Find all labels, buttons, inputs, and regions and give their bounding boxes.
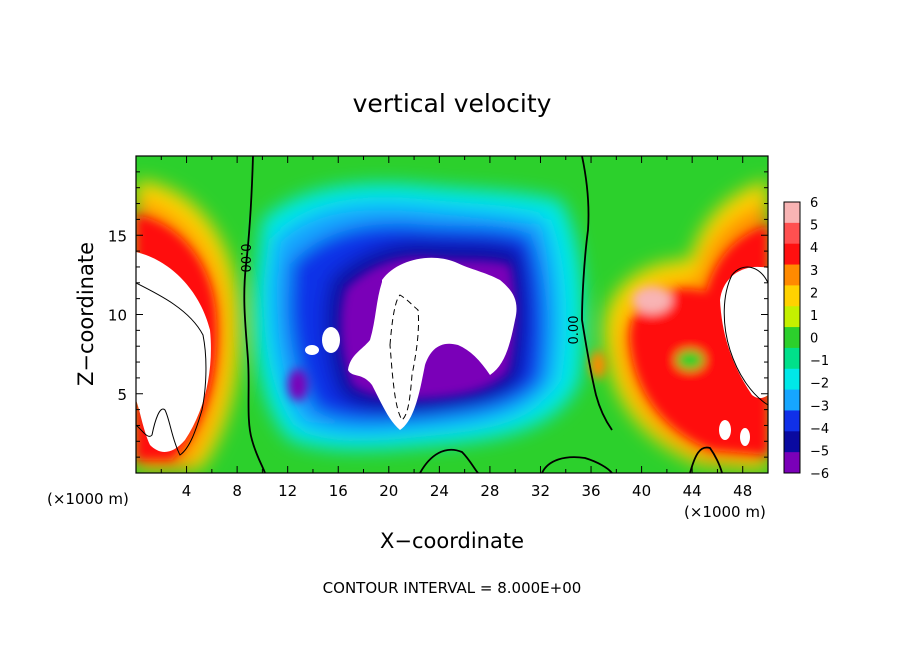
colorbar-swatch (784, 431, 800, 453)
x-tick-label: 12 (278, 482, 297, 500)
x-tick-label: 16 (329, 482, 348, 500)
colorbar-label: 2 (810, 286, 818, 301)
colorbar-label: 3 (810, 264, 818, 279)
colorbar-swatch (784, 410, 800, 432)
colorbar-swatch (784, 389, 800, 411)
colorbar-frame (783, 201, 801, 474)
x-tick-label: 36 (581, 482, 600, 500)
y-tick-label: 15 (108, 227, 127, 245)
thin-contours (136, 266, 768, 456)
colorbar-swatch (784, 306, 800, 328)
colorbar-label: −5 (810, 444, 829, 459)
x-unit-right: (×1000 m) (684, 503, 766, 521)
colorbar-label: −3 (810, 399, 829, 414)
colorbar-swatch (784, 264, 800, 286)
x-axis: 4 8 12 16 20 24 28 32 36 40 44 48 (160, 156, 752, 500)
colorbar-swatch (784, 368, 800, 391)
colorbar-label: 6 (810, 196, 818, 211)
x-tick-label: 40 (632, 482, 651, 500)
left-updraft-core (136, 252, 211, 452)
x-tick-label: 20 (379, 482, 398, 500)
colorbar-swatch (784, 285, 800, 307)
right-updraft-core (720, 266, 768, 399)
colorbar-label: −6 (810, 467, 829, 482)
colorbar-swatch (784, 347, 800, 370)
x-axis-label: X−coordinate (380, 529, 524, 553)
contour-interval-note: CONTOUR INTERVAL = 8.000E+00 (323, 579, 582, 597)
chart-title: vertical velocity (353, 89, 552, 118)
y-tick-label: 10 (108, 307, 127, 325)
colorbar-label: 4 (810, 241, 818, 256)
colorbar-label: 1 (810, 309, 818, 324)
x-unit-left: (×1000 m) (47, 490, 129, 508)
colorbar-label: 5 (810, 219, 818, 234)
colorbar-swatch (784, 202, 800, 224)
heatmap-field: 0.00 0.00 (136, 156, 768, 473)
x-tick-label: 32 (531, 482, 550, 500)
x-tick-label: 28 (480, 482, 499, 500)
y-axis: 5 10 15 (108, 171, 768, 458)
colorbar-swatch (784, 222, 800, 245)
colorbar-label: −2 (810, 377, 829, 392)
contour-label-left: 0.00 (237, 244, 252, 273)
colorbar-swatch (784, 327, 800, 349)
zero-contours (243, 156, 723, 473)
x-tick-label: 4 (182, 482, 192, 500)
x-tick-label: 44 (683, 482, 702, 500)
y-axis-label: Z−coordinate (74, 242, 98, 386)
colorbar-label: 0 (810, 332, 818, 347)
contour-label-right: 0.00 (567, 316, 582, 345)
colorbar: 6 5 4 3 2 1 0 −1 −2 −3 −4 −5 −6 (783, 196, 829, 482)
central-downdraft-core (348, 257, 517, 430)
x-tick-label: 24 (430, 482, 449, 500)
x-tick-label: 48 (733, 482, 752, 500)
colorbar-swatch (784, 243, 800, 266)
colorbar-label: −1 (810, 354, 829, 369)
x-tick-label: 8 (232, 482, 242, 500)
colorbar-swatch (784, 452, 800, 474)
colorbar-label: −4 (810, 422, 829, 437)
y-tick-label: 5 (117, 386, 127, 404)
